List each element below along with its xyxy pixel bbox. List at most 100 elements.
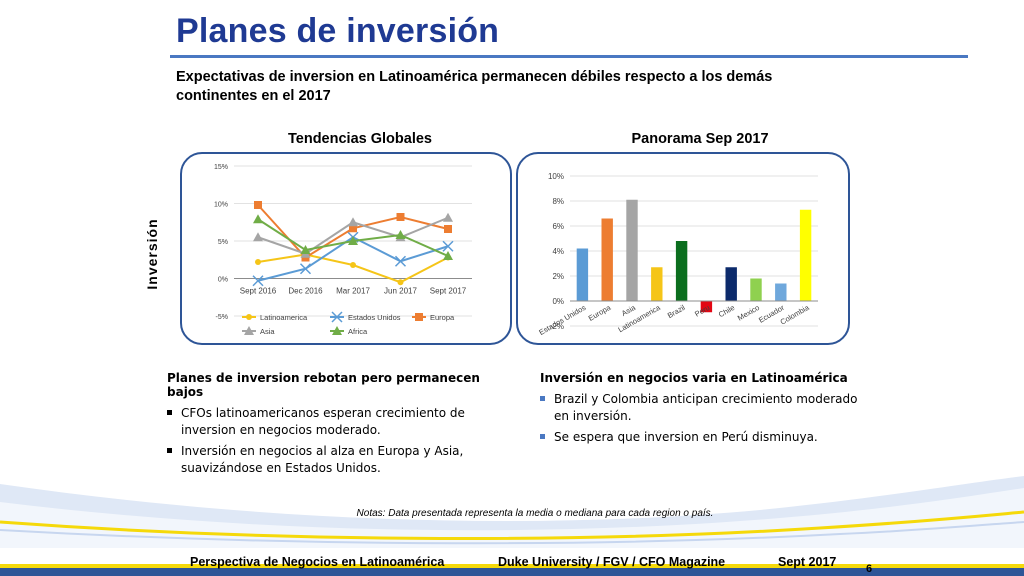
circle-marker [246, 314, 252, 320]
x-tick-label: Colombia [779, 303, 812, 327]
y-tick-label: 0% [218, 277, 228, 284]
left-bullet-list: CFOs latinoamericanos esperan crecimient… [167, 405, 517, 477]
x-tick-label: Sept 2017 [430, 287, 467, 296]
y-tick-label: 2% [552, 272, 564, 281]
bar [700, 301, 713, 313]
x-marker [394, 255, 407, 267]
circle-marker [397, 279, 404, 286]
legend-entry: Africa [330, 326, 368, 336]
triangle-marker [332, 326, 342, 335]
line-chart-frame [180, 152, 512, 345]
x-tick-label: Dec 2016 [288, 287, 323, 296]
y-tick-label: -5% [216, 314, 228, 321]
x-tick-label: Mexico [736, 303, 761, 323]
x-marker [442, 240, 454, 252]
left-heading: Planes de inversion rebotan pero permane… [167, 371, 480, 399]
page-title: Planes de inversión [176, 12, 500, 50]
square-marker [254, 201, 262, 209]
side-label: Inversión [144, 218, 160, 290]
bar [725, 267, 737, 301]
page-number: 6 [866, 563, 873, 575]
y-tick-label: 8% [552, 197, 564, 206]
triangle-marker [395, 230, 406, 239]
bar-chart-frame [516, 152, 850, 345]
bar [775, 283, 787, 301]
square-bullet-icon [540, 396, 545, 401]
x-tick-label: Europa [587, 303, 613, 323]
triangle-marker [253, 232, 263, 242]
decorative-wave [0, 476, 1024, 552]
left-commentary: Planes de inversion rebotan pero permane… [167, 371, 517, 481]
x-tick-label: Brazil [666, 303, 687, 320]
square-bullet-icon [540, 434, 545, 439]
footer-right: Sept 2017 [778, 555, 837, 569]
x-tick-label: Chile [717, 303, 736, 319]
y-tick-label: 10% [548, 172, 564, 181]
bar [601, 218, 613, 301]
bullet-text: Brazil y Colombia anticipan crecimiento … [554, 392, 858, 423]
legend-entry: Estados Unidos [330, 311, 401, 323]
footnote-label: Notas: [356, 508, 386, 519]
square-marker [415, 313, 423, 321]
right-heading: Inversión en negocios varia en Latinoamé… [540, 371, 848, 385]
bar-chart-title: Panorama Sep 2017 [631, 131, 769, 147]
bar [750, 278, 762, 301]
legend-label: Asia [260, 327, 275, 336]
bullet-text: CFOs latinoamericanos esperan crecimient… [181, 406, 465, 437]
bar [675, 241, 688, 301]
right-bullet-list: Brazil y Colombia anticipan crecimiento … [540, 391, 870, 446]
series-europa [254, 201, 452, 262]
circle-marker [255, 259, 261, 265]
x-marker [252, 275, 264, 287]
line-chart-title: Tendencias Globales [288, 131, 432, 147]
footer-center: Duke University / FGV / CFO Magazine [498, 555, 726, 569]
legend-label: Latinoamerica [260, 313, 308, 322]
bullet-text: Se espera que inversion en Perú disminuy… [554, 430, 818, 444]
footer-band [0, 548, 1024, 576]
triangle-marker [443, 251, 453, 260]
list-item: Brazil y Colombia anticipan crecimiento … [540, 391, 870, 425]
legend-entry: Europa [412, 313, 455, 322]
bar [799, 209, 812, 301]
series-africa [253, 214, 453, 260]
square-bullet-icon [167, 448, 172, 453]
footer-left: Perspectiva de Negocios en Latinoamérica [190, 555, 445, 569]
series-latinoamerica [255, 251, 451, 286]
legend-label: Estados Unidos [348, 313, 401, 322]
page-subtitle: Expectativas de inversion en Latinoaméri… [176, 69, 773, 104]
title-divider [170, 55, 968, 58]
y-tick-label: 4% [552, 247, 564, 256]
y-tick-label: -2% [550, 322, 564, 331]
triangle-marker [244, 326, 254, 335]
bar [626, 199, 638, 301]
legend-label: Europa [430, 313, 455, 322]
footnote: Notas: Data presentada representa la med… [300, 508, 770, 519]
triangle-marker [253, 214, 263, 224]
x-tick-label: Mar 2017 [336, 287, 370, 296]
square-marker [349, 224, 357, 233]
legend-entry: Asia [242, 326, 275, 336]
triangle-marker [348, 217, 358, 227]
triangle-marker [443, 212, 453, 222]
y-tick-label: 6% [552, 222, 564, 231]
y-tick-label: 0% [552, 297, 564, 306]
x-marker [331, 311, 343, 323]
x-tick-label: Estados Unidos [537, 303, 587, 337]
x-marker [299, 263, 312, 275]
y-tick-label: 10% [214, 202, 228, 209]
list-item: CFOs latinoamericanos esperan crecimient… [167, 405, 517, 439]
bullet-text: Inversión en negocios al alza en Europa … [181, 444, 464, 475]
triangle-marker [348, 236, 358, 245]
x-tick-label: Sept 2016 [240, 287, 277, 296]
y-tick-label: 15% [214, 164, 228, 171]
triangle-marker [300, 245, 311, 254]
legend-entry: Latinoamerica [242, 313, 308, 322]
right-commentary: Inversión en negocios varia en Latinoamé… [540, 371, 870, 450]
legend-label: Africa [348, 327, 368, 336]
list-item: Se espera que inversion en Perú disminuy… [540, 429, 870, 446]
circle-marker [350, 262, 356, 268]
list-item: Inversión en negocios al alza en Europa … [167, 443, 517, 477]
square-marker [444, 225, 452, 233]
footnote-text: Data presentada representa la media o me… [385, 508, 714, 519]
bar-chart: 10%8%6%4%2%0%-2%Estados Unidos Europa Asia… [537, 172, 818, 337]
